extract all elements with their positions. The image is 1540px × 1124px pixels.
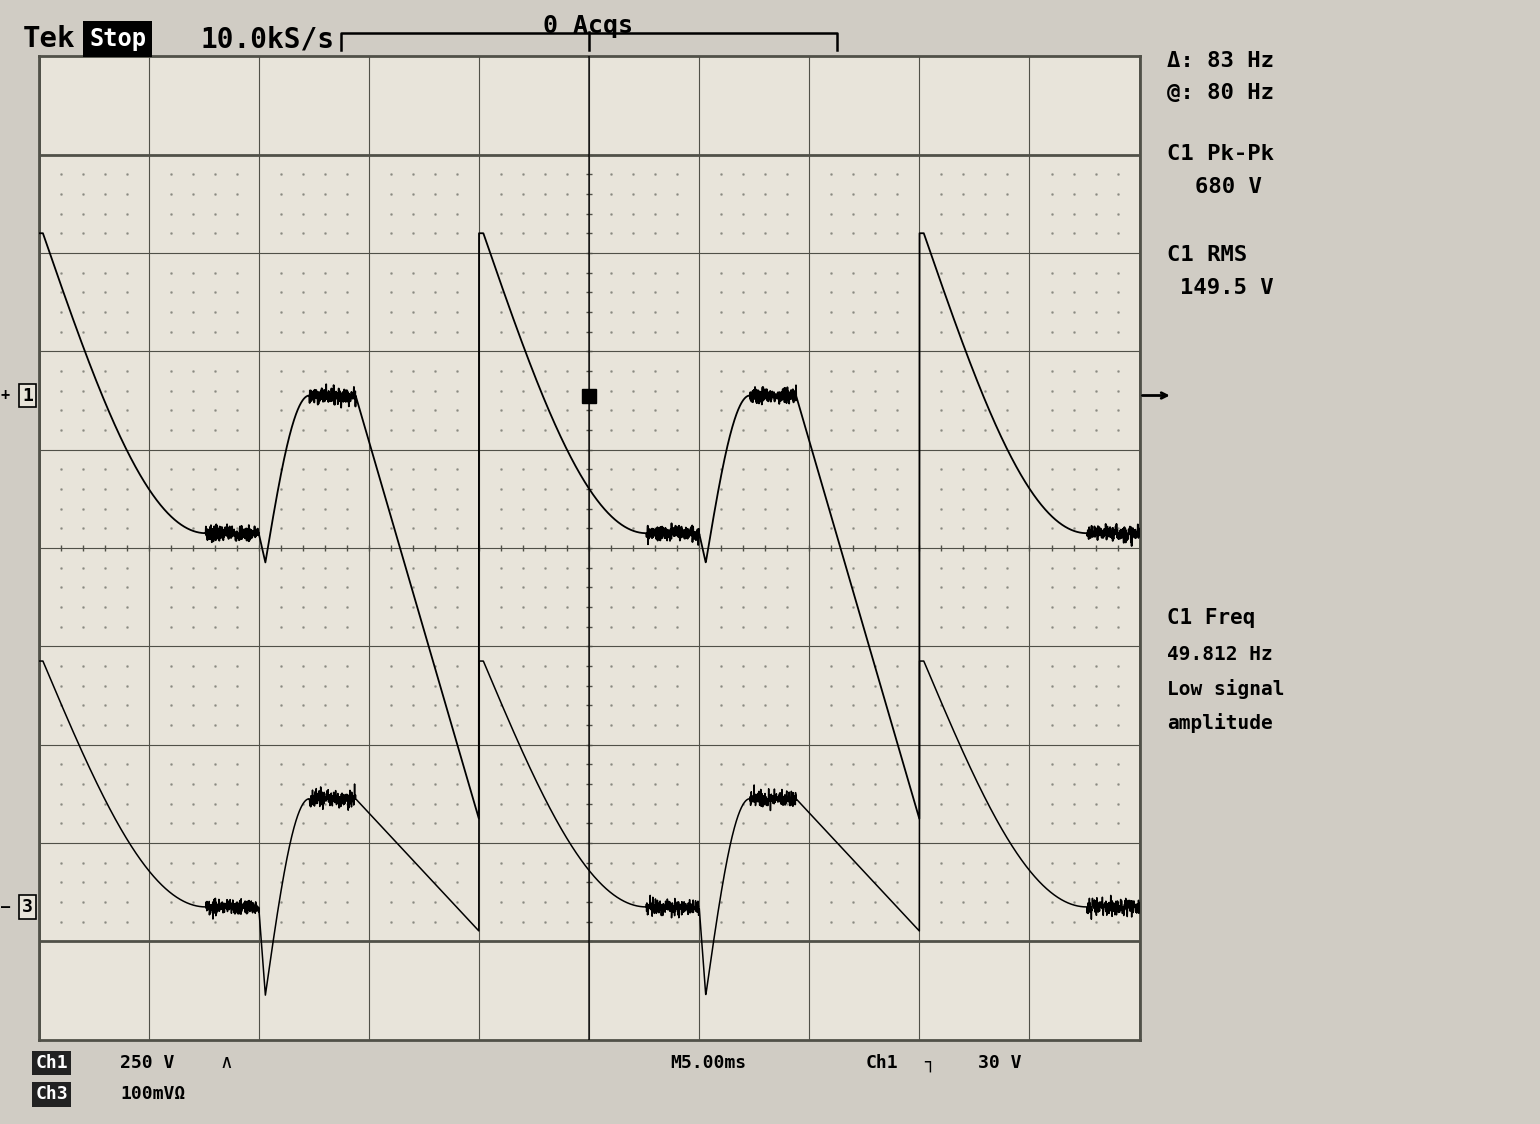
Text: ∧: ∧ xyxy=(220,1053,233,1072)
Text: —: — xyxy=(2,899,11,915)
Text: 49.812 Hz: 49.812 Hz xyxy=(1167,645,1274,664)
Text: M5.00ms: M5.00ms xyxy=(670,1054,745,1072)
Text: 149.5 V: 149.5 V xyxy=(1180,279,1274,299)
Text: Tek: Tek xyxy=(23,26,75,53)
Text: Ch3: Ch3 xyxy=(35,1086,68,1104)
Text: 100mVΩ: 100mVΩ xyxy=(120,1086,185,1104)
Text: 680 V: 680 V xyxy=(1195,178,1261,198)
Text: C1 Freq: C1 Freq xyxy=(1167,608,1255,628)
Text: amplitude: amplitude xyxy=(1167,714,1274,734)
Text: +: + xyxy=(2,388,11,404)
Text: 30 V: 30 V xyxy=(978,1054,1021,1072)
Text: Ch1: Ch1 xyxy=(35,1054,68,1072)
Text: 0 Acqs: 0 Acqs xyxy=(544,13,633,38)
Text: 250 V: 250 V xyxy=(120,1054,174,1072)
Text: 1: 1 xyxy=(22,387,32,405)
Text: Ch1: Ch1 xyxy=(865,1054,898,1072)
Text: C1 Pk-Pk: C1 Pk-Pk xyxy=(1167,144,1274,164)
Text: @: 80 Hz: @: 80 Hz xyxy=(1167,83,1274,103)
Text: Δ: 83 Hz: Δ: 83 Hz xyxy=(1167,52,1274,72)
Text: C1 RMS: C1 RMS xyxy=(1167,245,1247,265)
Text: 10.0kS/s: 10.0kS/s xyxy=(200,26,334,53)
Text: 3: 3 xyxy=(22,898,32,916)
Text: Stop: Stop xyxy=(89,27,146,52)
Text: ┐: ┐ xyxy=(924,1054,935,1072)
Text: Low signal: Low signal xyxy=(1167,679,1284,699)
